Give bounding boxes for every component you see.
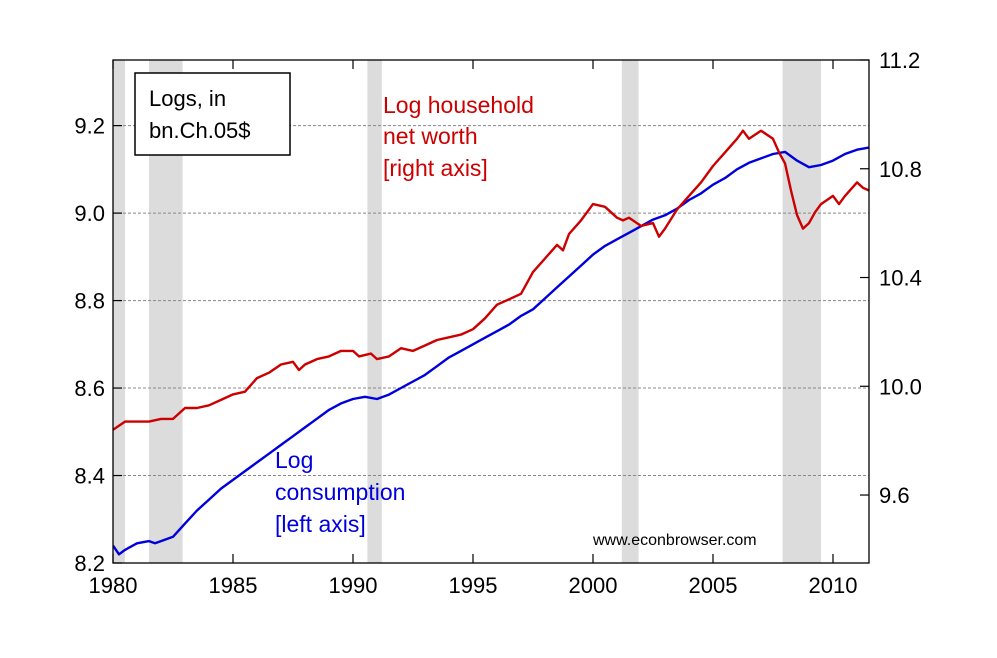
left-tick-label-5: 9.2 (74, 114, 105, 139)
recession-bands (113, 60, 821, 563)
legend-box-frame (134, 72, 291, 156)
x-tick-label-5: 2005 (689, 573, 738, 598)
net-worth-label-line-1: Log household (383, 92, 534, 118)
legend-line-1: Logs, in (149, 86, 226, 111)
legend-box: Logs, in bn.Ch.05$ (134, 72, 291, 156)
net-worth-label-line-3: [right axis] (383, 155, 488, 181)
recession-band-0 (113, 60, 125, 563)
left-tick-label-1: 8.4 (74, 464, 105, 489)
left-tick-label-3: 8.8 (74, 289, 105, 314)
consumption-label-line-3: [left axis] (275, 511, 366, 537)
x-tick-label-6: 2010 (809, 573, 858, 598)
plot-frame (112, 59, 870, 564)
series-line-consumption (113, 146, 869, 556)
legend-line-2: bn.Ch.05$ (149, 118, 251, 143)
right-tick-label-3: 10.8 (879, 157, 922, 182)
x-tick-label-4: 2000 (569, 573, 618, 598)
tick-labels: 1980 1985 1990 1995 2000 2005 2010 8.2 8.4 8.6 8.8… (74, 48, 921, 598)
net-worth-annotation: Log household net worth [right axis] (383, 92, 534, 181)
x-tick-label-2: 1990 (329, 573, 378, 598)
recession-band-2 (367, 60, 382, 563)
right-tick-label-4: 11.2 (879, 48, 920, 73)
consumption-label-line-2: consumption (275, 479, 405, 505)
credit-text: www.econbrowser.com (592, 532, 757, 549)
consumption-label-line-1: Log (275, 447, 313, 473)
series-line-net-worth (113, 129, 869, 431)
left-tick-label-0: 8.2 (74, 551, 105, 576)
left-tick-label-4: 9.0 (74, 201, 105, 226)
x-tick-label-0: 1980 (89, 573, 138, 598)
left-tick-label-2: 8.6 (74, 376, 105, 401)
recession-band-3 (621, 60, 639, 563)
tick-marks (112, 59, 869, 564)
right-tick-label-0: 9.6 (879, 483, 910, 508)
net-worth-label-line-2: net worth (383, 123, 478, 149)
x-tick-label-1: 1985 (209, 573, 258, 598)
right-tick-label-1: 10.0 (879, 374, 922, 399)
x-tick-label-3: 1995 (449, 573, 498, 598)
consumption-annotation: Log consumption [left axis] (275, 447, 405, 537)
right-tick-label-2: 10.4 (879, 266, 922, 291)
series-lines (113, 129, 869, 556)
recession-band-4 (782, 60, 821, 563)
